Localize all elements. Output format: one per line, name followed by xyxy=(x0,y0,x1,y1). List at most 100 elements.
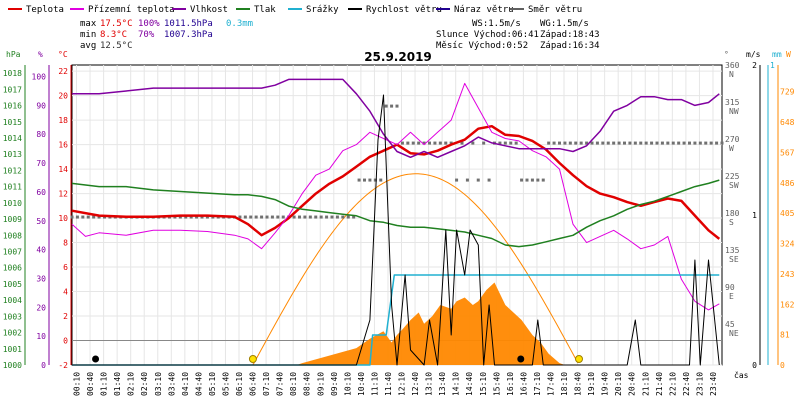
legend-item-rychlost-vetru[interactable]: Rychlost větru xyxy=(348,5,442,15)
tick-label-time: 16:40 xyxy=(519,372,528,396)
unit-hpa: hPa xyxy=(6,50,21,59)
tick-label-time: 21:40 xyxy=(655,372,664,396)
stats-avg-label: avg xyxy=(80,41,96,51)
legend-item-srazky[interactable]: Srážky xyxy=(288,5,339,15)
legend: Teplota Přízemní teplota Vlhkost Tlak Sr… xyxy=(8,5,582,15)
tick-label-time: 10:40 xyxy=(357,372,366,396)
tick-label-time: 20:40 xyxy=(628,372,637,396)
tick-label-time: 08:40 xyxy=(303,372,312,396)
wind-dir-mark xyxy=(509,141,513,145)
tick-label-time: 16:10 xyxy=(506,372,515,396)
tick-label-deg: 135 xyxy=(725,246,740,255)
wind-dir-mark xyxy=(298,215,301,219)
legend-item-naraz-vetru[interactable]: Náraz větru xyxy=(436,5,514,15)
tick-label-time: 20:10 xyxy=(614,372,623,396)
tick-label-time: 03:10 xyxy=(154,372,163,396)
wind-dir-mark xyxy=(449,141,453,145)
tick-label-time: 00:40 xyxy=(86,372,95,396)
wind-dir-mark xyxy=(265,215,269,219)
tick-label-deg: 315 xyxy=(725,98,740,107)
tick-label-deg: 270 xyxy=(725,135,740,144)
tick-label-time: 19:40 xyxy=(601,372,610,396)
tick-label-hpa: 1012 xyxy=(3,166,22,175)
tick-label-hpa: 1003 xyxy=(3,312,22,321)
tick-label-time: 02:10 xyxy=(127,372,136,396)
solar-area xyxy=(296,282,565,365)
tick-label-w: 567 xyxy=(780,148,795,157)
tick-label-deg: 90 xyxy=(725,283,735,292)
stats-avg-temp: 12.5°C xyxy=(100,41,133,51)
tick-label-deg: 360 xyxy=(725,61,740,70)
stats-max-label: max xyxy=(80,19,97,29)
wind-dir-mark xyxy=(308,215,312,219)
wind-dir-mark xyxy=(319,215,323,219)
legend-label: Srážky xyxy=(306,5,339,15)
tick-label-degc: 14 xyxy=(58,165,68,174)
tick-label-time: 05:10 xyxy=(208,372,217,396)
legend-item-teplota[interactable]: Teplota xyxy=(8,5,64,15)
wind-dir-mark xyxy=(411,141,415,145)
legend-item-prizemni-teplota[interactable]: Přízemní teplota xyxy=(70,5,175,15)
legend-label: Rychlost větru xyxy=(366,5,442,15)
tick-label-w: 243 xyxy=(780,270,795,279)
info-block: WS:1.5m/s WG:1.5m/s Slunce Východ:06:41 … xyxy=(436,19,600,51)
tick-label-time: 23:10 xyxy=(695,372,704,396)
tick-label-degc: 10 xyxy=(58,214,68,223)
wind-dir-mark xyxy=(465,178,469,182)
legend-item-tlak[interactable]: Tlak xyxy=(236,5,276,15)
wind-dir-mark xyxy=(243,215,247,219)
tick-label-hpa: 1001 xyxy=(3,345,22,354)
wind-dir-mark xyxy=(368,178,372,182)
tick-label-time: 11:10 xyxy=(370,372,379,396)
stats-min-hum: 70% xyxy=(138,30,155,40)
wind-dir-mark xyxy=(498,141,502,145)
tick-label-degc: 16 xyxy=(58,141,68,150)
wind-dir-mark xyxy=(558,141,561,145)
wind-dir-mark xyxy=(260,215,264,219)
wind-dir-mark xyxy=(666,141,670,145)
tick-label-hpa: 1016 xyxy=(3,102,22,111)
wind-dir-mark xyxy=(715,141,719,145)
tick-label-time: 23:40 xyxy=(709,372,718,396)
tick-label-time: 22:10 xyxy=(668,372,677,396)
tick-label-time: 17:10 xyxy=(533,372,542,396)
moon-icon xyxy=(517,355,525,363)
wind-dir-mark xyxy=(189,215,193,219)
info-moonset: Západ:16:34 xyxy=(540,41,600,51)
tick-label-time: 09:10 xyxy=(316,372,325,396)
wind-dir-mark xyxy=(633,141,637,145)
wind-dir-mark xyxy=(563,141,567,145)
stats-min-temp: 8.3°C xyxy=(100,30,127,40)
tick-label-time: 17:40 xyxy=(546,372,555,396)
tick-label-pct: 20 xyxy=(36,303,46,312)
wind-dir-mark xyxy=(281,215,285,219)
wind-dir-mark xyxy=(698,141,702,145)
wind-dir-mark xyxy=(363,178,366,182)
legend-item-vlhkost[interactable]: Vlhkost xyxy=(172,5,228,15)
tick-label-w: 162 xyxy=(780,300,795,309)
tick-label-ms: 2 xyxy=(752,61,757,70)
wind-dir-mark xyxy=(406,141,410,145)
tick-label-dir: S xyxy=(729,218,734,227)
unit-ms: m/s xyxy=(746,50,761,59)
wind-dir-mark xyxy=(249,215,253,219)
wind-dir-mark xyxy=(552,141,556,145)
sun-icon xyxy=(248,355,257,363)
tick-label-hpa: 1011 xyxy=(3,183,22,192)
tick-label-hpa: 1006 xyxy=(3,264,22,273)
wind-dir-mark xyxy=(720,141,724,145)
legend-item-smer-vetru[interactable]: Směr větru xyxy=(510,5,582,15)
tick-label-time: 04:40 xyxy=(194,372,203,396)
wind-dir-mark xyxy=(238,215,242,219)
tick-label-hpa: 1000 xyxy=(3,361,22,370)
legend-label: Tlak xyxy=(254,5,276,15)
wind-dir-mark xyxy=(704,141,708,145)
tick-label-dir: W xyxy=(729,144,734,153)
wind-dir-mark xyxy=(617,141,621,145)
wind-dir-mark xyxy=(639,141,643,145)
tick-label-time: 10:10 xyxy=(343,372,352,396)
wind-dir-mark xyxy=(530,178,534,182)
wind-dir-mark xyxy=(417,141,421,145)
tick-label-time: 07:10 xyxy=(262,372,271,396)
